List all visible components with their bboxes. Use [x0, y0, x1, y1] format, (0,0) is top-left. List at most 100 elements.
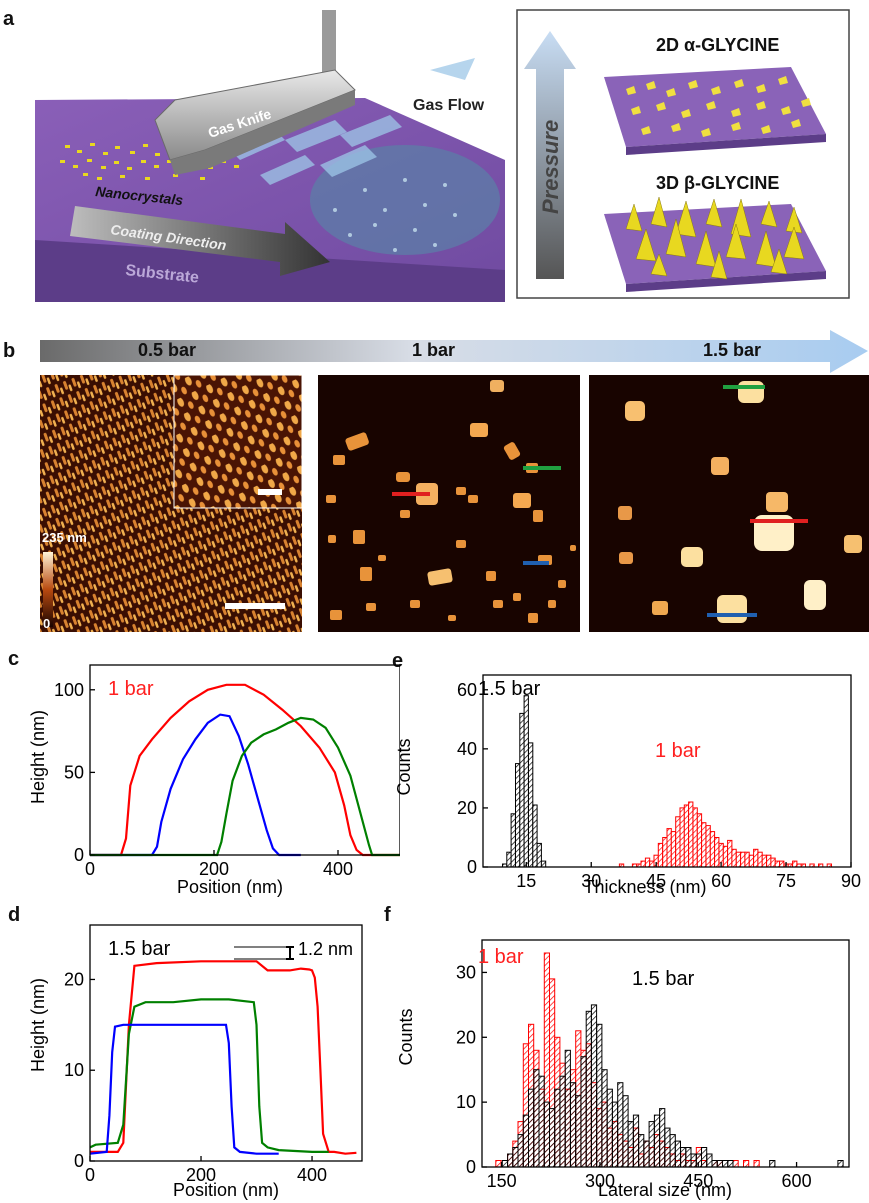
axes-layer-e: 15 30 45 60 75 90 0 20 40 60	[457, 674, 861, 891]
xlabel-f: Lateral size (nm)	[598, 1180, 732, 1200]
bar-f-1-33	[674, 1140, 681, 1168]
inset-scale-bar	[258, 489, 282, 495]
bar-e-1-30	[748, 854, 755, 868]
xtick-f-0: 150	[487, 1171, 517, 1191]
panel-label-a: a	[3, 8, 15, 30]
ytick-f-3: 30	[456, 962, 476, 982]
series-line-c-0	[90, 683, 400, 857]
annotation-1bar-c: 1 bar	[108, 678, 154, 700]
bar-f-1-23	[622, 1095, 629, 1168]
bar-f-1-41	[716, 1160, 723, 1168]
bar-f-1-6	[533, 1069, 540, 1168]
bar-e-1-7	[649, 860, 655, 868]
series-line-d-0	[90, 960, 357, 1155]
bar-e-1-19	[701, 822, 707, 868]
gas-knife-edge	[170, 90, 355, 175]
bar-e-1-40	[792, 860, 798, 868]
xtick-e-3: 60	[711, 871, 731, 891]
xlabel-d: Position (nm)	[173, 1180, 279, 1200]
ylabel-d: Height (nm)	[28, 978, 48, 1072]
bar-f-1-21	[611, 1101, 619, 1168]
bar-f-1-32	[669, 1134, 676, 1168]
pressure-arrow	[524, 31, 576, 279]
bar-e-0-5	[523, 695, 529, 868]
xtick-d-0: 0	[85, 1165, 95, 1185]
bar-f-1-18	[596, 1023, 603, 1168]
bar-e-1-18	[696, 813, 703, 868]
bar-e-1-9	[657, 842, 664, 868]
legend-1bar-f: 1 bar	[478, 946, 524, 968]
axes-frame-d	[89, 924, 363, 1162]
xtick-e-0: 15	[516, 871, 536, 891]
label-gas-flow: Gas Flow	[413, 97, 485, 114]
legend-1bar-e: 1 bar	[655, 740, 701, 762]
bar-f-1-11	[559, 1075, 566, 1168]
ytick-d-2: 20	[64, 969, 84, 989]
ytick-f-2: 20	[456, 1027, 476, 1047]
bar-e-1-5	[640, 860, 646, 868]
bar-f-1-43	[727, 1160, 734, 1168]
bar-f-1-1	[507, 1153, 514, 1168]
xtick-e-1: 30	[581, 871, 601, 891]
xlabel-c: Position (nm)	[177, 877, 283, 897]
bar-f-1-19	[601, 1069, 608, 1168]
xtick-e-2: 45	[646, 871, 666, 891]
bar-f-1-14	[575, 1095, 582, 1168]
chart-e: 15 30 45 60 75 90 0 20 40 60 1.5 bar 1 bar Thickn…	[394, 674, 861, 897]
bar-e-1-21	[709, 831, 716, 868]
bar-f-1-48	[769, 1160, 776, 1168]
bar-f-1-15	[580, 1056, 587, 1168]
bar-e-0-9	[540, 860, 547, 868]
bar-e-1-14	[679, 807, 685, 868]
xtick-c-0: 0	[85, 859, 95, 879]
solution-region	[310, 145, 500, 255]
ytick-c-2: 100	[54, 680, 84, 700]
ytick-e-0: 0	[467, 857, 477, 877]
pressure-glycine-box: Pressure 2D α-GLYCINE 3D β-GLYCINE	[516, 9, 850, 299]
afm-image-0-5bar	[40, 375, 302, 632]
beta-pyramids	[625, 196, 805, 280]
bar-e-0-4	[519, 712, 525, 868]
bar-e-1-29	[744, 851, 750, 868]
colorbar	[43, 552, 53, 627]
bar-e-1-15	[683, 804, 690, 868]
bar-f-1-24	[627, 1121, 634, 1168]
colorbar-max-label: 235 nm	[42, 530, 87, 545]
bar-f-1-42	[722, 1160, 729, 1168]
bar-f-1-16	[585, 1010, 592, 1168]
bar-f-1-0	[501, 1160, 509, 1168]
bar-e-0-6	[528, 742, 534, 868]
label-2d-alpha-glycine: 2D α-GLYCINE	[656, 35, 779, 55]
bar-e-1-25	[727, 839, 733, 868]
chart-c: 0 200 400 0 50 100 1 bar Position (nm) Height…	[28, 664, 400, 897]
bar-f-1-2	[512, 1147, 519, 1168]
bar-e-0-8	[536, 842, 542, 868]
ytick-e-3: 60	[457, 680, 477, 700]
panel-label-c: c	[8, 648, 20, 670]
axes-frame-c	[89, 664, 400, 856]
bar-f-1-13	[570, 1082, 577, 1168]
bar-f-1-12	[564, 1049, 571, 1168]
pressure-label-1-5bar: 1.5 bar	[703, 340, 762, 360]
bar-f-1-29	[653, 1114, 661, 1168]
bar-f-1-34	[680, 1147, 687, 1168]
bar-f-1-5	[528, 1088, 535, 1168]
label-pressure: Pressure	[538, 120, 563, 214]
panel-label-d: d	[8, 904, 21, 926]
bar-e-1-37	[779, 860, 785, 868]
pressure-label-0-5bar: 0.5 bar	[138, 340, 197, 360]
ylabel-f: Counts	[396, 1008, 416, 1065]
bar-f-1-38	[701, 1147, 708, 1168]
xtick-d-1: 200	[186, 1165, 216, 1185]
xtick-f-2: 450	[683, 1171, 713, 1191]
xtick-c-2: 400	[323, 859, 353, 879]
bar-f-1-28	[648, 1121, 655, 1168]
bar-e-1-33	[761, 854, 768, 868]
bar-e-1-34	[766, 854, 772, 868]
gas-knife-pipe	[322, 10, 336, 80]
afm-inset	[173, 375, 302, 509]
pressure-label-1bar: 1 bar	[412, 340, 456, 360]
chart-f: 150 300 450 600 0 10 20 30 1 bar 1.5 bar Latera…	[396, 939, 850, 1200]
xtick-c-1: 200	[199, 859, 229, 879]
ylabel-e: Counts	[394, 738, 414, 795]
